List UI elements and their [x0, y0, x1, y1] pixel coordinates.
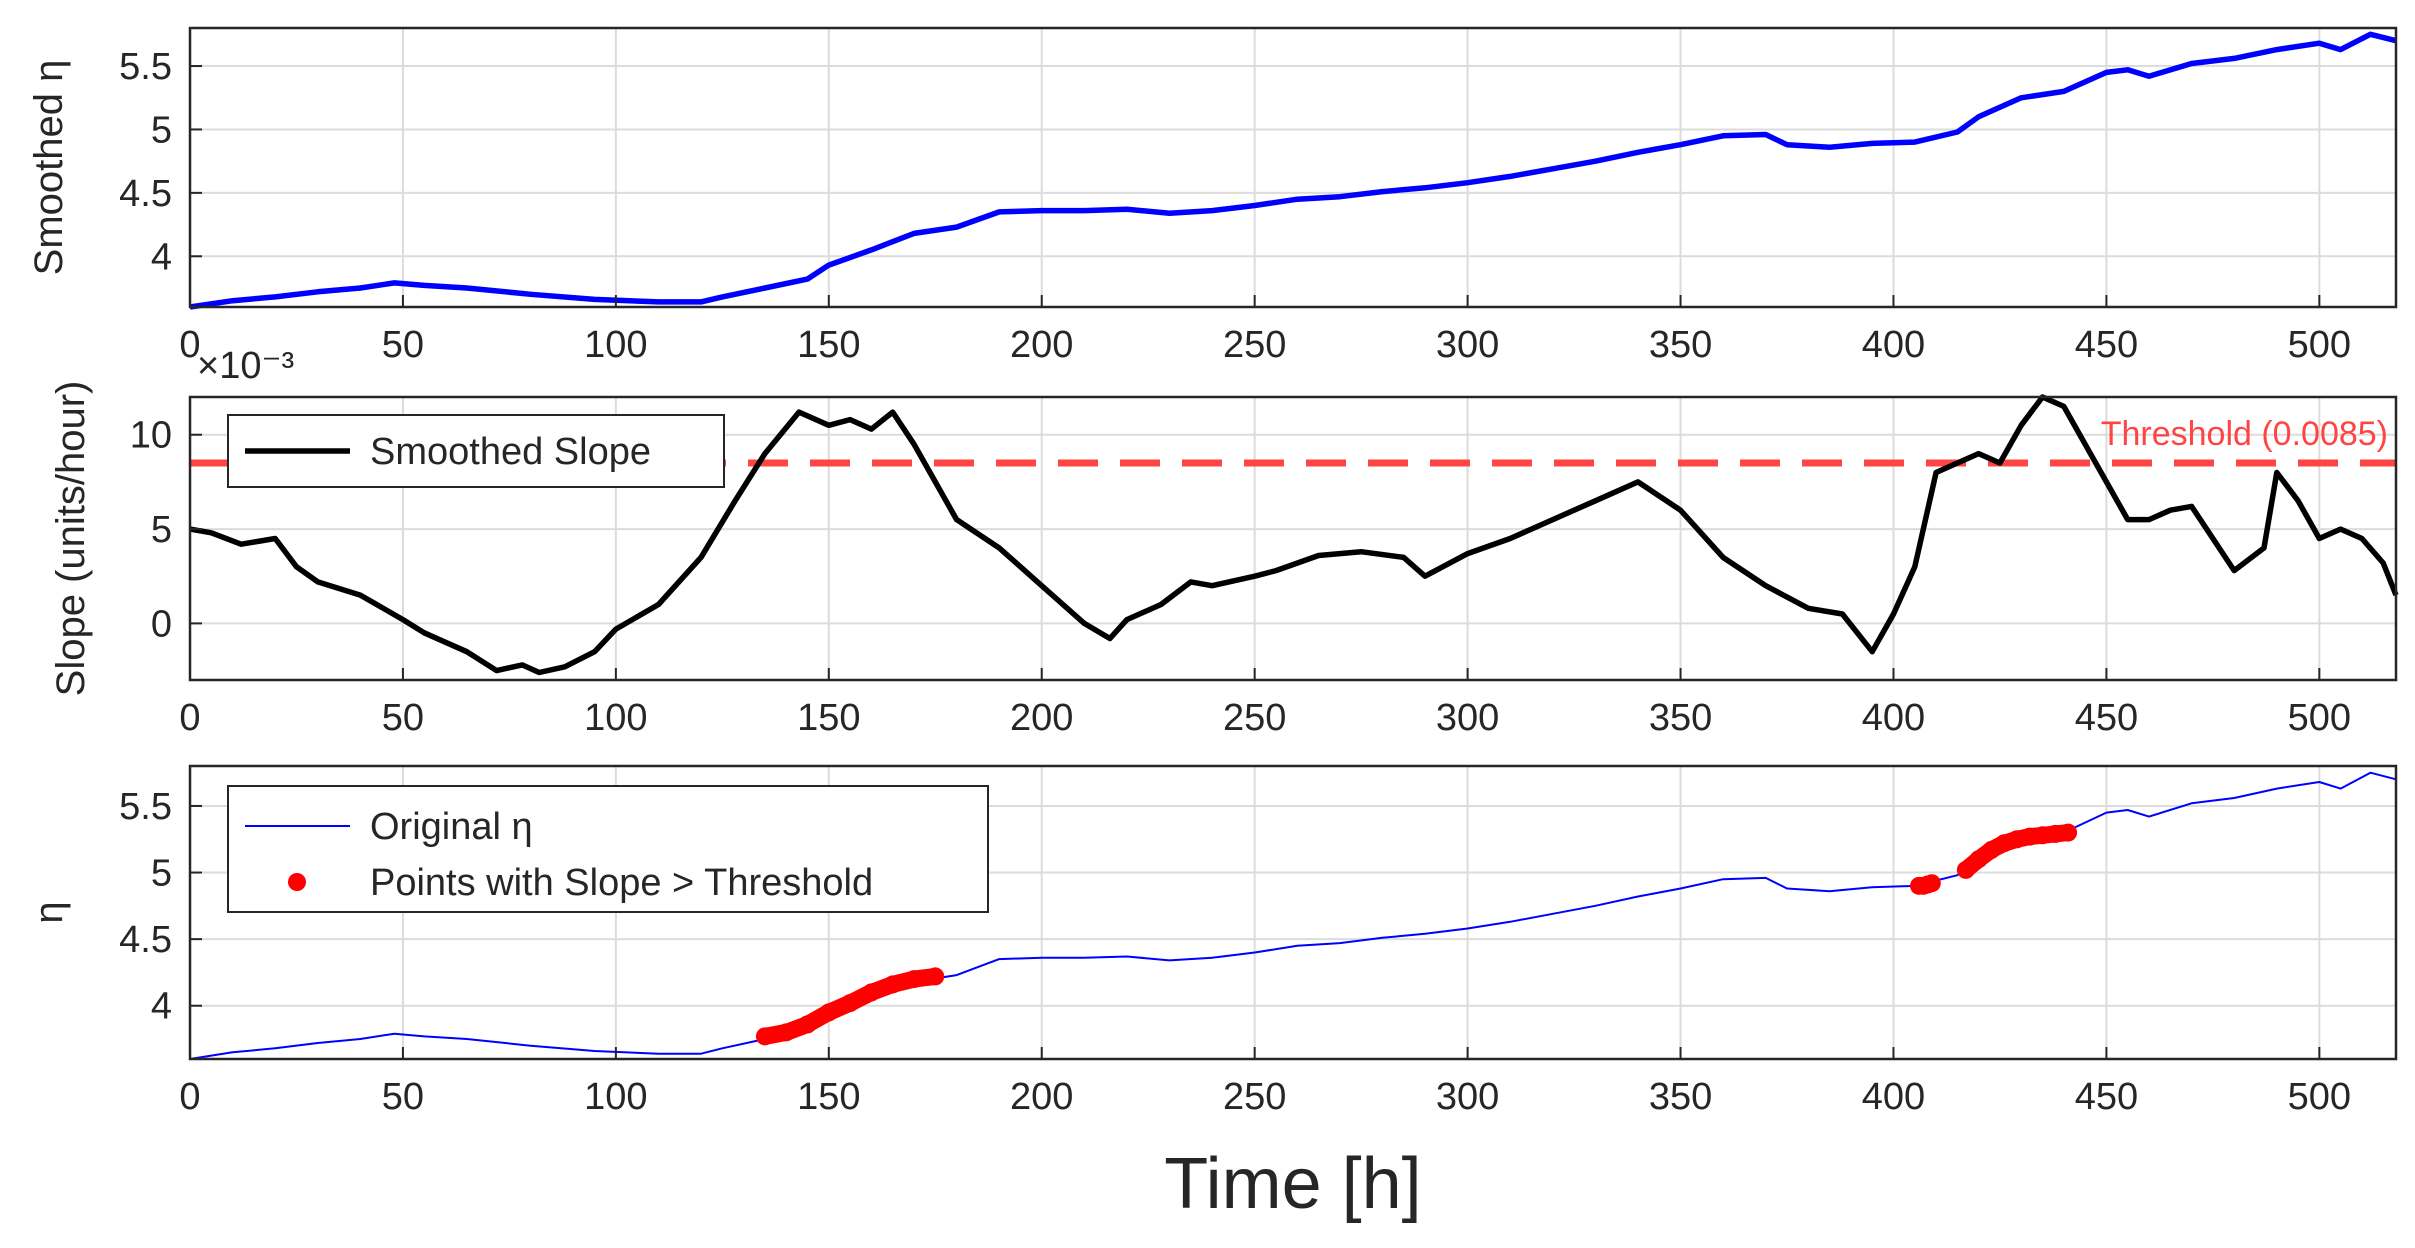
- legend-swatch-dot: [288, 873, 306, 891]
- legend-entry-label: Points with Slope > Threshold: [370, 862, 873, 904]
- x-axis-label: Time [h]: [1164, 1144, 1421, 1224]
- y-tick-label: 4: [151, 986, 172, 1028]
- y-tick-label: 5.5: [119, 46, 172, 88]
- legend-middle: Smoothed Slope: [227, 414, 725, 488]
- series-line-bottom: [189, 771, 2397, 1060]
- x-tick-label: 300: [1436, 697, 1499, 739]
- x-tick-label: 50: [382, 1076, 424, 1118]
- y-tick-label: 4.5: [119, 919, 172, 961]
- threshold-points-band: [1957, 824, 2077, 879]
- series-line-middle: [189, 394, 2399, 676]
- x-tick-label: 0: [179, 697, 200, 739]
- y-axis-label: Slope (units/hour): [49, 381, 93, 697]
- x-tick-label: 200: [1010, 1076, 1073, 1118]
- x-tick-label: 450: [2075, 1076, 2138, 1118]
- y-axis-label: η: [27, 901, 71, 923]
- threshold-points-band: [1910, 874, 1941, 895]
- x-tick-label: 50: [382, 324, 424, 366]
- panel-middle: 0 50 100 150 200 250 300 350 400 450 500 0 5 10 Slope …: [49, 345, 2399, 739]
- legend-entry-label: Smoothed Slope: [370, 431, 651, 473]
- y-tick-label: 5.5: [119, 786, 172, 828]
- x-tick-label: 300: [1436, 1076, 1499, 1118]
- x-tick-label: 100: [584, 1076, 647, 1118]
- legend-entry-label: Original η: [370, 806, 533, 848]
- x-tick-label: 150: [797, 697, 860, 739]
- legend-bottom: Original η Points with Slope > Threshold: [227, 785, 989, 913]
- x-tick-label: 400: [1862, 697, 1925, 739]
- axes-box: [188, 395, 2398, 682]
- y-tick-label: 10: [130, 415, 172, 457]
- x-tick-label: 350: [1649, 697, 1712, 739]
- x-tick-label: 250: [1223, 1076, 1286, 1118]
- x-tick-label: 100: [584, 324, 647, 366]
- x-tick-label: 0: [179, 1076, 200, 1118]
- y-tick-label: 5: [151, 853, 172, 895]
- x-tick-label: 500: [2288, 1076, 2351, 1118]
- y-axis-label: Smoothed η: [27, 60, 71, 276]
- threshold-label: Threshold (0.0085): [2101, 415, 2388, 453]
- threshold-points-band: [756, 967, 944, 1045]
- y-tick-label: 4: [151, 236, 172, 278]
- x-tick-label: 200: [1010, 697, 1073, 739]
- legend-box: [227, 785, 989, 913]
- x-tick-label: 0: [179, 324, 200, 366]
- y-tick-label: 5: [151, 109, 172, 151]
- x-tick-label: 150: [797, 1076, 860, 1118]
- x-tick-label: 350: [1649, 1076, 1712, 1118]
- panel-top: 0 50 100 150 200 250 300 350 400 450 500 4 4.5 5 5.5 Sm…: [27, 26, 2398, 366]
- series-line-top: [189, 31, 2397, 310]
- x-tick-label: 100: [584, 697, 647, 739]
- x-tick-label: 400: [1862, 1076, 1925, 1118]
- x-tick-label: 500: [2288, 324, 2351, 366]
- axes-box: [188, 764, 2398, 1061]
- x-tick-label: 300: [1436, 324, 1499, 366]
- x-tick-label: 250: [1223, 697, 1286, 739]
- x-tick-label: 150: [797, 324, 860, 366]
- x-tick-label: 450: [2075, 324, 2138, 366]
- x-tick-label: 350: [1649, 324, 1712, 366]
- x-tick-label: 400: [1862, 324, 1925, 366]
- panel-bottom: 0 50 100 150 200 250 300 350 400 450 500 4 4.5 5 5.5 η O…: [27, 764, 2398, 1118]
- axes-box: [188, 26, 2398, 309]
- x-tick-label: 250: [1223, 324, 1286, 366]
- y-tick-label: 5: [151, 509, 172, 551]
- x-tick-label: 450: [2075, 697, 2138, 739]
- x-tick-label: 200: [1010, 324, 1073, 366]
- x-tick-label: 500: [2288, 697, 2351, 739]
- y-multiplier: ×10⁻³: [197, 345, 294, 387]
- x-tick-label: 50: [382, 697, 424, 739]
- y-tick-label: 4.5: [119, 173, 172, 215]
- y-tick-label: 0: [151, 603, 172, 645]
